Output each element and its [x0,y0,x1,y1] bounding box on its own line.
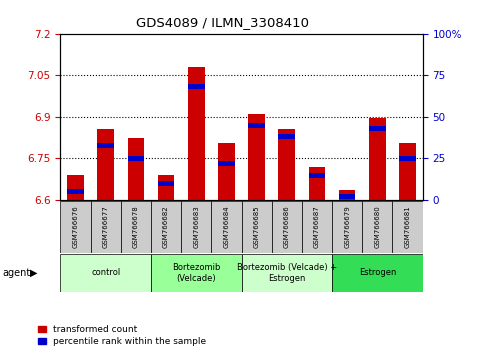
Text: GSM766687: GSM766687 [314,206,320,248]
Text: GSM766686: GSM766686 [284,206,290,248]
Text: GDS4089 / ILMN_3308410: GDS4089 / ILMN_3308410 [136,16,309,29]
Bar [271,201,302,253]
Bar [302,201,332,253]
Bar [218,143,235,200]
Bar [60,254,151,292]
Text: GSM766683: GSM766683 [193,206,199,248]
Bar [188,84,204,89]
Bar [242,201,271,253]
Text: Bortezomib
(Velcade): Bortezomib (Velcade) [172,263,220,282]
Bar [248,114,265,200]
Text: GSM766677: GSM766677 [103,206,109,248]
Bar [369,126,385,131]
Bar [248,122,265,128]
Legend: transformed count, percentile rank within the sample: transformed count, percentile rank withi… [38,325,206,346]
Text: GSM766682: GSM766682 [163,206,169,248]
Text: Estrogen: Estrogen [359,268,396,278]
Bar [67,175,84,200]
Text: agent: agent [2,268,30,278]
Bar [332,201,362,253]
Bar [362,201,393,253]
Bar [158,175,174,200]
Bar [151,254,242,292]
Bar [218,161,235,166]
Bar [212,201,242,253]
Text: GSM766681: GSM766681 [405,206,411,248]
Bar [399,143,416,200]
Bar [67,189,84,194]
Text: GSM766679: GSM766679 [344,206,350,248]
Text: GSM766685: GSM766685 [254,206,259,248]
Bar [128,138,144,200]
Bar [399,156,416,161]
Bar [309,167,325,200]
Bar [151,201,181,253]
Text: ▶: ▶ [30,268,38,278]
Bar [98,143,114,148]
Bar [128,156,144,161]
Bar [332,254,423,292]
Text: control: control [91,268,120,278]
Bar [339,190,355,200]
Bar [393,201,423,253]
Text: GSM766678: GSM766678 [133,206,139,248]
Bar [181,201,212,253]
Bar [309,172,325,178]
Bar [91,201,121,253]
Bar [60,201,91,253]
Bar [279,129,295,200]
Text: Bortezomib (Velcade) +
Estrogen: Bortezomib (Velcade) + Estrogen [237,263,337,282]
Bar [279,134,295,139]
Bar [188,67,204,200]
Bar [158,181,174,186]
Bar [98,129,114,200]
Text: GSM766684: GSM766684 [224,206,229,248]
Text: GSM766676: GSM766676 [72,206,78,248]
Text: GSM766680: GSM766680 [374,206,380,248]
Bar [339,194,355,199]
Bar [242,254,332,292]
Bar [121,201,151,253]
Bar [369,118,385,200]
